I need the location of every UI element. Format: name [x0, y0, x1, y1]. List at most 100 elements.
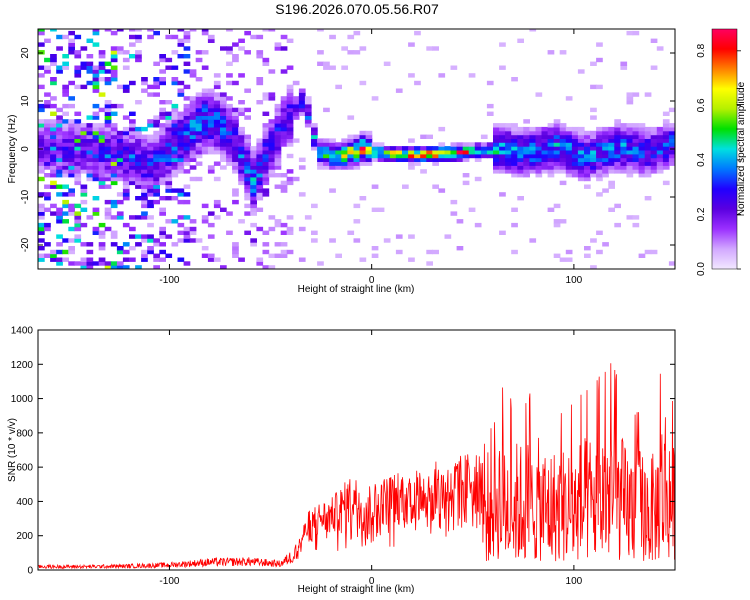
spectrogram-cell — [135, 150, 142, 155]
spectrogram-cell — [226, 119, 233, 124]
spectrogram-cell — [141, 203, 148, 209]
spectrogram-cell — [505, 126, 512, 132]
spectrogram-cell — [74, 261, 82, 266]
spectrogram-cell — [517, 130, 524, 136]
spectrogram-cell — [92, 165, 100, 170]
spectrogram-cell — [68, 161, 75, 166]
spectrogram-cell — [129, 126, 136, 132]
spectrogram-cell — [38, 226, 45, 232]
spectrogram-cell — [122, 130, 130, 136]
spectrogram-cell — [189, 100, 197, 105]
spectrogram-cell — [86, 176, 94, 182]
spectrogram-cell — [201, 29, 209, 32]
spectrogram-cell — [122, 50, 130, 55]
spectrogram-cell — [359, 157, 367, 162]
spectrogram-cell — [535, 130, 543, 136]
spectrogram-cell — [195, 50, 203, 55]
spectrogram-cell — [226, 50, 233, 55]
spectrogram-cell — [232, 192, 239, 197]
spectrogram-cell — [414, 150, 421, 155]
spectrogram-cell — [329, 238, 336, 243]
spectrogram-cell — [232, 249, 239, 255]
spectrogram-cell — [135, 153, 142, 159]
spectrogram-cell — [644, 92, 652, 97]
spectrogram-cell — [577, 157, 585, 162]
spectrogram-cell — [329, 188, 336, 193]
spectrogram-cell — [232, 80, 239, 86]
spectrogram-cell — [68, 173, 75, 178]
spectrogram-cell — [129, 180, 136, 186]
spectrogram-cell — [486, 103, 494, 109]
spectrogram-cell — [92, 207, 100, 212]
spectrogram-cell — [159, 157, 166, 162]
spectrogram-cell — [408, 234, 415, 239]
spectrogram-cell — [238, 176, 245, 182]
spectrogram-cell — [286, 153, 294, 159]
spectrogram-cell — [244, 142, 251, 147]
spectrogram-cell — [44, 38, 51, 43]
spectrogram-cell — [571, 134, 579, 139]
spectrogram-cell — [68, 226, 75, 232]
spectrogram-cell — [571, 173, 579, 178]
spectrogram-cell — [195, 107, 203, 113]
spectrogram-cell — [147, 123, 154, 128]
spectrogram-cell — [38, 157, 45, 162]
spectrogram-cell — [353, 146, 361, 151]
spectrogram-cell — [56, 161, 63, 166]
spectrogram-cell — [565, 138, 573, 143]
spectrogram-cell — [626, 138, 634, 143]
spectrogram-cell — [529, 130, 537, 136]
spectrogram-cell — [110, 57, 118, 63]
spectrogram-cell — [110, 77, 118, 82]
spectrogram-cell — [74, 134, 82, 139]
spectrogram-cell — [183, 157, 191, 162]
spectrogram-cell — [286, 215, 294, 220]
spectrogram-cell — [110, 123, 118, 128]
spectrogram-cell — [638, 165, 646, 170]
spectrogram-cell — [499, 126, 506, 132]
spectrogram-cell — [80, 142, 88, 147]
spectrogram-cell — [226, 138, 233, 143]
spectrogram-cell — [262, 96, 270, 101]
y-tick-label: 1000 — [11, 394, 34, 405]
spectrogram-cell — [499, 165, 506, 170]
spectrogram-cell — [92, 29, 100, 32]
spectrogram-cell — [165, 165, 173, 170]
spectrogram-cell — [274, 184, 282, 189]
spectrogram-cell — [608, 180, 615, 186]
spectrogram-cell — [632, 146, 640, 151]
spectrogram-cell — [189, 142, 197, 147]
spectrogram-cell — [371, 153, 379, 159]
spectrogram-cell — [517, 150, 524, 155]
spectrogram-cell — [189, 146, 197, 151]
spectrogram-cell — [68, 42, 75, 47]
spectrogram-cell — [553, 130, 561, 136]
spectrogram-cell — [523, 169, 530, 174]
spectrogram-cell — [207, 100, 215, 105]
spectrogram-cell — [317, 138, 324, 143]
spectrogram-cell — [535, 138, 543, 143]
spectrogram-cell — [553, 253, 561, 258]
spectrogram-cell — [426, 157, 433, 162]
spectrogram-cell — [286, 88, 294, 93]
spectrogram-cell — [238, 73, 245, 78]
spectrogram-cell — [74, 165, 82, 170]
spectrogram-cell — [286, 142, 294, 147]
spectrogram-cell — [668, 150, 675, 155]
spectrogram-cell — [432, 153, 439, 159]
spectrogram-cell — [68, 38, 75, 43]
spectrogram-cell — [62, 165, 69, 170]
spectrogram-cell — [353, 153, 361, 159]
spectrogram-cell — [226, 29, 233, 32]
spectrogram-cell — [38, 50, 45, 55]
spectrogram-cell — [116, 173, 124, 178]
spectrogram-cell — [632, 153, 640, 159]
spectrogram-cell — [147, 142, 154, 147]
spectrogram-cell — [426, 150, 433, 155]
spectrogram-cell — [547, 134, 555, 139]
spectrogram-cell — [62, 173, 69, 178]
spectrogram-cell — [201, 65, 209, 70]
spectrogram-cell — [395, 88, 403, 93]
spectrogram-cell — [38, 138, 45, 143]
spectrogram-cell — [596, 146, 603, 151]
